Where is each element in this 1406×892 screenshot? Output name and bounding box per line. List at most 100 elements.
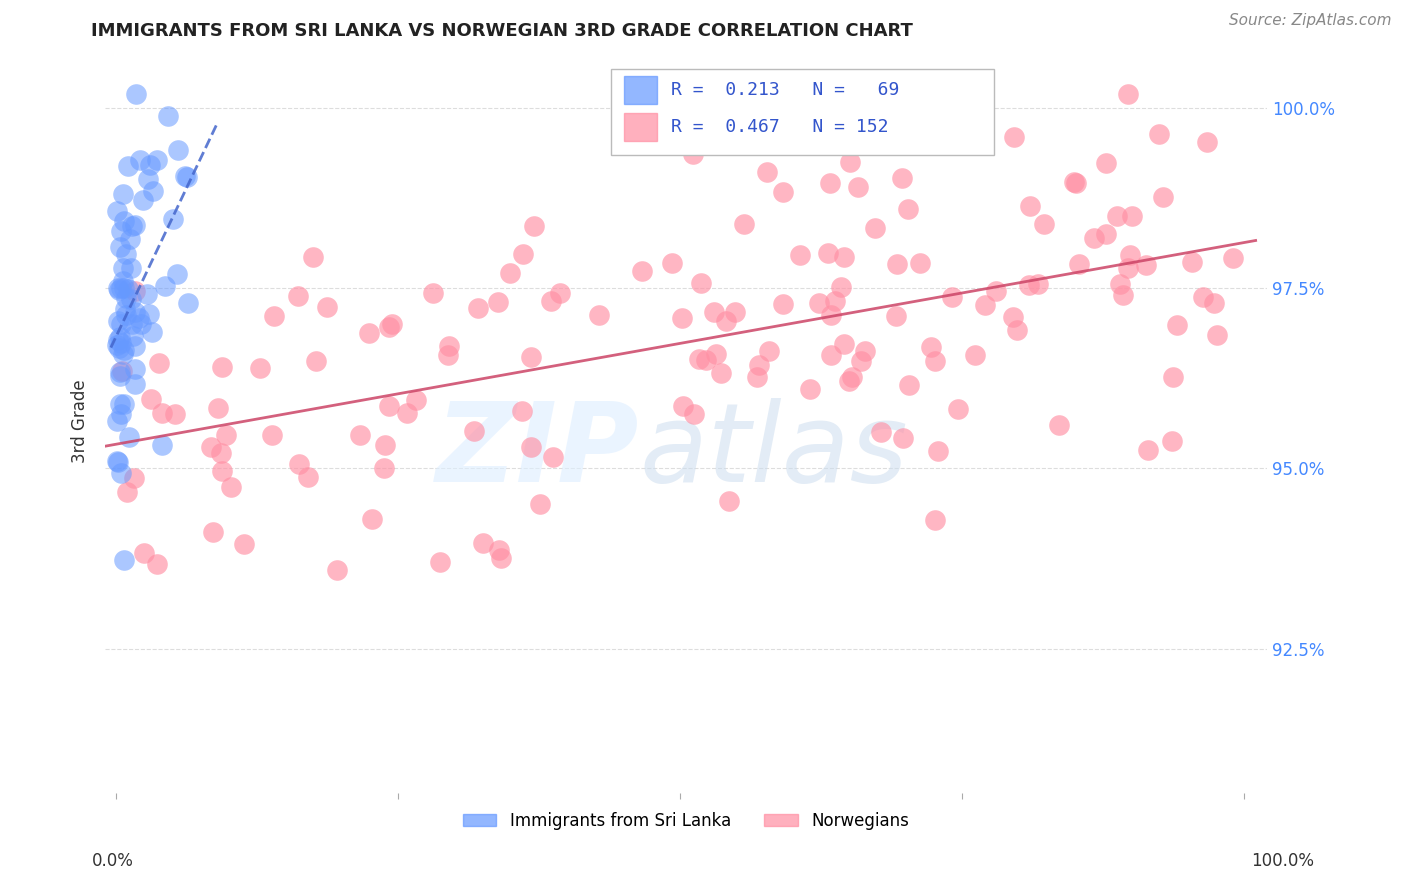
Point xyxy=(211,446,233,460)
Point xyxy=(166,268,188,282)
Point xyxy=(849,354,872,368)
Point xyxy=(846,180,869,194)
Point xyxy=(107,314,129,328)
Point xyxy=(683,407,706,421)
Point xyxy=(108,368,131,383)
Text: R =  0.467   N = 152: R = 0.467 N = 152 xyxy=(671,118,889,136)
Point xyxy=(373,460,395,475)
Point xyxy=(114,397,136,411)
Point xyxy=(756,165,779,179)
Point xyxy=(122,471,145,485)
Point xyxy=(112,260,135,275)
Point xyxy=(671,310,693,325)
Point xyxy=(166,143,188,157)
Point xyxy=(1047,417,1070,432)
FancyBboxPatch shape xyxy=(624,76,657,104)
Point xyxy=(146,153,169,167)
Point xyxy=(1095,155,1118,169)
Point xyxy=(359,326,381,340)
Point xyxy=(1153,190,1175,204)
Point xyxy=(108,330,131,344)
Point xyxy=(520,351,543,365)
Point xyxy=(136,172,159,186)
Point xyxy=(1067,257,1090,271)
Point xyxy=(1105,209,1128,223)
Point xyxy=(974,298,997,312)
Point xyxy=(163,407,186,421)
Point xyxy=(772,296,794,310)
Point xyxy=(396,406,419,420)
Point xyxy=(467,301,489,315)
Point xyxy=(378,399,401,413)
Point xyxy=(373,437,395,451)
Point xyxy=(748,358,770,372)
Point xyxy=(661,255,683,269)
Point xyxy=(820,348,842,362)
Point xyxy=(124,218,146,232)
Point xyxy=(146,557,169,571)
Point xyxy=(349,428,371,442)
Point xyxy=(288,457,311,471)
Point xyxy=(1202,296,1225,310)
Point xyxy=(124,305,146,319)
Point xyxy=(114,308,136,322)
Point xyxy=(884,310,907,324)
Point xyxy=(107,283,129,297)
Point xyxy=(110,317,132,331)
Point xyxy=(672,399,695,413)
Point xyxy=(863,220,886,235)
Point xyxy=(529,497,551,511)
Point xyxy=(1116,87,1139,101)
Point xyxy=(117,282,139,296)
Point xyxy=(112,274,135,288)
Point xyxy=(682,147,704,161)
Point xyxy=(920,340,942,354)
Point xyxy=(724,305,747,319)
Point xyxy=(1095,227,1118,242)
Text: 0.0%: 0.0% xyxy=(91,852,134,870)
Point xyxy=(118,430,141,444)
Point xyxy=(1121,210,1143,224)
Point xyxy=(315,300,337,314)
Point xyxy=(832,337,855,351)
Point xyxy=(1119,248,1142,262)
Point xyxy=(838,155,860,169)
Point xyxy=(1083,231,1105,245)
Point xyxy=(148,356,170,370)
Point xyxy=(297,470,319,484)
Point xyxy=(630,264,652,278)
Point xyxy=(155,278,177,293)
Point xyxy=(141,325,163,339)
Point xyxy=(853,343,876,358)
Point xyxy=(841,370,863,384)
Text: ZIP: ZIP xyxy=(436,398,640,505)
Point xyxy=(174,169,197,183)
Point xyxy=(361,512,384,526)
Point xyxy=(717,494,740,508)
Point xyxy=(111,346,134,360)
Point xyxy=(120,232,142,246)
Point xyxy=(703,305,725,319)
Point xyxy=(325,563,347,577)
Point xyxy=(541,450,564,464)
Point xyxy=(1137,443,1160,458)
Point xyxy=(799,382,821,396)
Point xyxy=(105,338,128,352)
Point xyxy=(114,301,136,316)
Point xyxy=(758,344,780,359)
Point xyxy=(1161,370,1184,384)
Point xyxy=(540,293,562,308)
Point xyxy=(512,247,534,261)
Point xyxy=(124,361,146,376)
Point xyxy=(115,291,138,305)
Point xyxy=(110,407,132,421)
Point xyxy=(105,204,128,219)
Point xyxy=(1111,287,1133,301)
Point xyxy=(108,341,131,355)
Point xyxy=(772,185,794,199)
Point xyxy=(110,336,132,351)
Point xyxy=(108,397,131,411)
Point xyxy=(117,159,139,173)
Point xyxy=(927,444,949,458)
Point xyxy=(688,352,710,367)
